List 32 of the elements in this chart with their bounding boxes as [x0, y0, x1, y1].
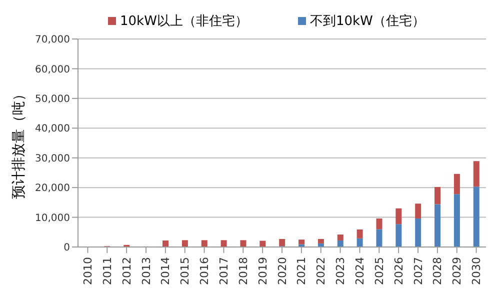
- x-tick-label: 2013: [140, 257, 153, 285]
- y-tick-label: 20,000: [35, 183, 70, 194]
- y-tick-label: 50,000: [35, 94, 70, 105]
- legend-label: 不到10kW（住宅）: [308, 13, 425, 30]
- x-tick-label: 2029: [450, 257, 464, 285]
- y-tick-label: 30,000: [35, 153, 70, 164]
- y-tick-label: 10,000: [35, 212, 70, 224]
- y-axis-title: 预计排放量（吨）: [10, 87, 28, 199]
- x-tick-label: 2027: [412, 257, 425, 285]
- x-tick-label: 2024: [354, 257, 367, 285]
- x-tick-label: 2026: [392, 257, 406, 285]
- x-tick-label: 2012: [120, 257, 134, 285]
- x-tick-label: 2017: [218, 257, 231, 285]
- x-tick-label: 2030: [470, 257, 484, 285]
- x-tick-label: 2011: [100, 257, 114, 285]
- x-tick-label: 2022: [314, 257, 328, 285]
- x-tick-label: 2014: [159, 257, 172, 285]
- x-tick-label: 2019: [256, 257, 270, 285]
- x-tick-label: 2028: [431, 257, 444, 285]
- x-tick-label: 2018: [236, 257, 250, 285]
- y-tick-label: 40,000: [35, 124, 70, 135]
- x-tick-label: 2023: [334, 257, 348, 285]
- x-tick-label: 2021: [295, 257, 308, 285]
- y-tick-label: 0: [64, 242, 70, 254]
- y-tick-label: 60,000: [35, 64, 70, 76]
- x-tick-label: 2020: [276, 257, 289, 285]
- legend-label: 10kW以上（非住宅）: [119, 13, 248, 30]
- x-tick-label: 2025: [372, 257, 386, 285]
- x-tick-label: 2015: [178, 257, 192, 285]
- y-tick-label: 70,000: [35, 34, 70, 46]
- x-tick-label: 2016: [198, 257, 212, 285]
- x-tick-label: 2010: [82, 257, 95, 285]
